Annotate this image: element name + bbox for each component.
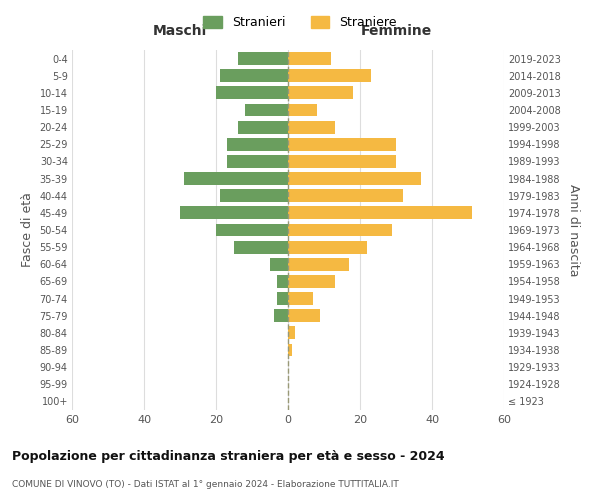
- Bar: [234, 240, 288, 254]
- Bar: [288, 206, 472, 220]
- Bar: [288, 224, 392, 236]
- Bar: [288, 275, 335, 288]
- Bar: [288, 258, 349, 270]
- Text: Maschi: Maschi: [153, 24, 207, 38]
- Bar: [288, 52, 331, 65]
- Text: COMUNE DI VINOVO (TO) - Dati ISTAT al 1° gennaio 2024 - Elaborazione TUTTITALIA.: COMUNE DI VINOVO (TO) - Dati ISTAT al 1°…: [12, 480, 399, 489]
- Bar: [288, 240, 367, 254]
- Legend: Stranieri, Straniere: Stranieri, Straniere: [198, 11, 402, 34]
- Bar: [288, 344, 292, 356]
- Bar: [288, 70, 371, 82]
- Bar: [288, 138, 396, 150]
- Bar: [288, 155, 396, 168]
- Bar: [288, 104, 317, 117]
- Bar: [270, 258, 288, 270]
- Bar: [274, 310, 288, 322]
- Bar: [288, 86, 353, 100]
- Bar: [245, 104, 288, 117]
- Bar: [227, 138, 288, 150]
- Bar: [238, 120, 288, 134]
- Bar: [238, 52, 288, 65]
- Bar: [220, 70, 288, 82]
- Bar: [184, 172, 288, 185]
- Bar: [180, 206, 288, 220]
- Bar: [227, 155, 288, 168]
- Y-axis label: Fasce di età: Fasce di età: [21, 192, 34, 268]
- Bar: [288, 292, 313, 305]
- Bar: [288, 190, 403, 202]
- Bar: [288, 310, 320, 322]
- Bar: [288, 326, 295, 340]
- Bar: [277, 275, 288, 288]
- Text: Popolazione per cittadinanza straniera per età e sesso - 2024: Popolazione per cittadinanza straniera p…: [12, 450, 445, 463]
- Bar: [288, 120, 335, 134]
- Text: Femmine: Femmine: [361, 24, 431, 38]
- Bar: [216, 86, 288, 100]
- Y-axis label: Anni di nascita: Anni di nascita: [568, 184, 580, 276]
- Bar: [216, 224, 288, 236]
- Bar: [277, 292, 288, 305]
- Bar: [288, 172, 421, 185]
- Bar: [220, 190, 288, 202]
